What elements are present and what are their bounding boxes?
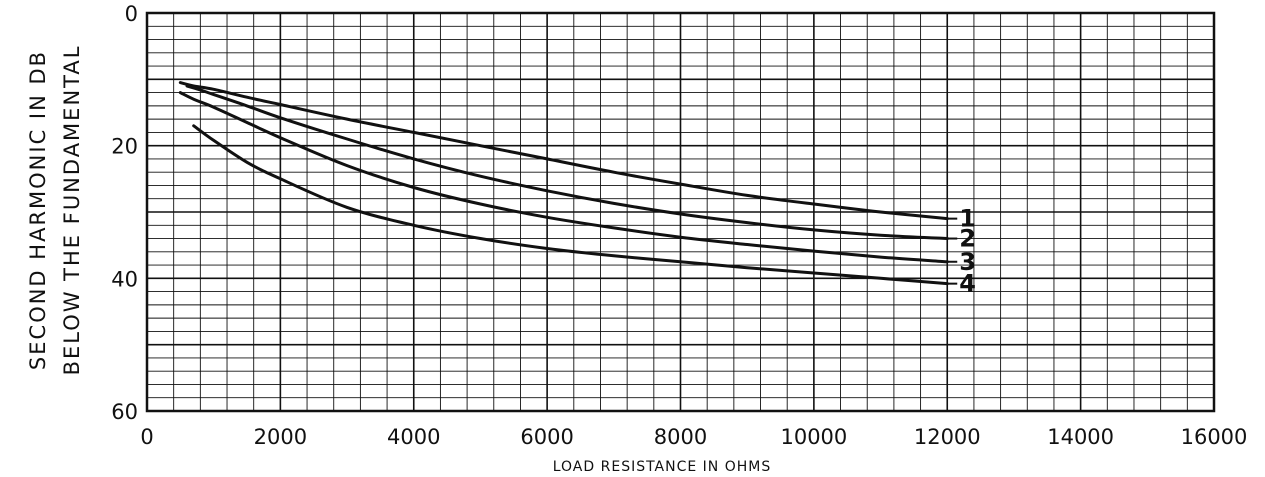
- y-tick-label: 60: [111, 400, 138, 424]
- y-tick-label: 40: [111, 267, 138, 291]
- curves: [178, 81, 949, 286]
- curve-label-2: 2: [959, 225, 976, 253]
- plot-frame: [145, 11, 1216, 413]
- x-tick-label: 12000: [914, 425, 981, 449]
- x-tick-label: 10000: [780, 425, 847, 449]
- x-tick-label: 6000: [520, 425, 573, 449]
- curve-label-1: 1: [959, 205, 976, 233]
- x-axis-label: LOAD RESISTANCE IN OHMS: [553, 459, 772, 475]
- x-tick-label: 14000: [1047, 425, 1114, 449]
- y-axis-label-line2: BELOW THE FUNDAMENTAL: [60, 45, 84, 376]
- x-tick-label: 0: [140, 425, 153, 449]
- y-axis-label-line1: SECOND HARMONIC IN DB: [26, 50, 50, 370]
- curve-label-4: 4: [959, 270, 976, 298]
- curve-4: [192, 124, 949, 286]
- curve-1: [178, 81, 949, 221]
- x-tick-labels: 0 2000 4000 6000 8000 10000 12000 14000 16000: [140, 425, 1247, 449]
- x-tick-label: 4000: [387, 425, 440, 449]
- x-tick-label: 2000: [254, 425, 307, 449]
- curve-label-3: 3: [959, 248, 976, 276]
- curve-2: [185, 84, 949, 240]
- y-tick-label: 0: [125, 2, 138, 26]
- x-tick-label: 8000: [654, 425, 707, 449]
- curve-3: [178, 91, 949, 264]
- y-tick-labels: 0 20 40 60: [111, 2, 138, 424]
- y-tick-label: 20: [111, 135, 138, 159]
- x-tick-label: 16000: [1181, 425, 1248, 449]
